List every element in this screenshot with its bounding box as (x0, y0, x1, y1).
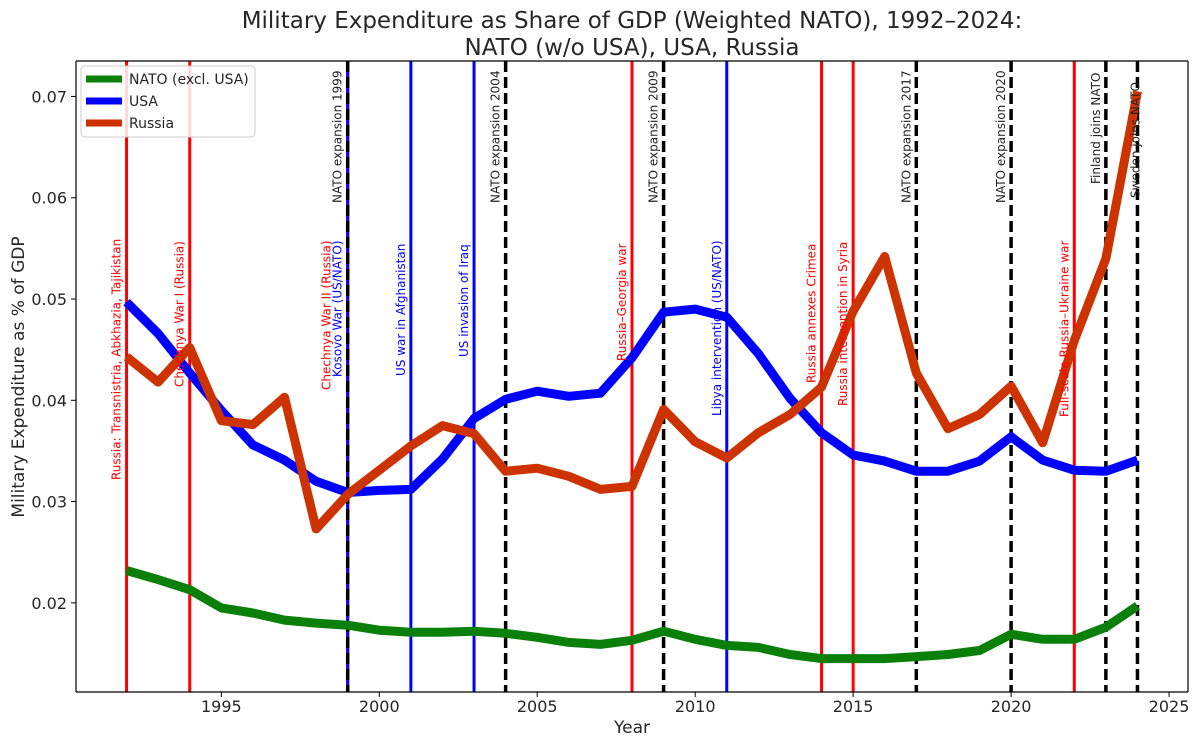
event-label-kosovo-war-us-nato: Kosovo War (US/NATO) (331, 241, 345, 378)
event-label-russia-intervention-in-syria: Russia intervention in Syria (836, 242, 850, 406)
event-label-nato-expansion-2004: NATO expansion 2004 (489, 70, 503, 203)
legend-box (80, 65, 256, 138)
ticks-layer: 1995 2000 2005 2010 2015 2020 2025 0.02 0.03 0.04… (31, 87, 1189, 716)
series-line-usa (123, 298, 1139, 497)
chart-title-line2: NATO (w/o USA), USA, Russia (465, 35, 800, 61)
event-labels-layer: Russia: Transnistria, Abkhazia, Tajikist… (110, 70, 1143, 480)
x-tick-label-2005: 2005 (517, 697, 558, 716)
y-axis-label: Military Expenditure as % of GDP (9, 236, 29, 517)
series-layer (123, 90, 1142, 664)
event-label-us-invasion-of-iraq: US invasion of Iraq (457, 244, 471, 357)
chart-title-line1: Military Expenditure as Share of GDP (We… (242, 8, 1023, 34)
axes-layer (75, 60, 1189, 693)
legend-label-usa: USA (129, 94, 158, 110)
legend-label-nato: NATO (excl. USA) (129, 72, 249, 88)
event-label-chechnya-war-i-russia: Chechnya War I (Russia) (173, 241, 187, 387)
x-tick-label-2010: 2010 (675, 697, 716, 716)
x-tick-label-2020: 2020 (991, 697, 1032, 716)
event-label-nato-expansion-2017: NATO expansion 2017 (899, 70, 913, 203)
legend-label-russia: Russia (129, 116, 174, 132)
x-tick-label-2025: 2025 (1149, 697, 1190, 716)
y-tick-label-5: 0.07 (31, 87, 67, 106)
y-tick-label-3: 0.05 (31, 290, 67, 309)
event-label-nato-expansion-2020: NATO expansion 2020 (994, 70, 1008, 203)
event-label-nato-expansion-2009: NATO expansion 2009 (647, 70, 661, 203)
event-label-russia-transnistria-abkhazia-tajikistan: Russia: Transnistria, Abkhazia, Tajikist… (110, 239, 124, 480)
x-tick-label-2000: 2000 (359, 697, 400, 716)
series-line-nato-excl-usa (125, 566, 1141, 664)
x-axis-label: Year (613, 718, 650, 738)
x-tick-label-2015: 2015 (833, 697, 874, 716)
event-lines-layer (125, 61, 1140, 692)
y-tick-label-4: 0.06 (31, 189, 67, 208)
event-label-us-war-in-afghanistan: US war in Afghanistan (394, 244, 408, 376)
event-label-russia-annexes-crimea: Russia annexes Crimea (805, 244, 819, 383)
event-label-chechnya-war-ii-russia: Chechnya War II (Russia) (320, 241, 334, 391)
event-label-sweden-joins-nato: Sweden joins NATO (1129, 82, 1143, 198)
x-tick-label-1995: 1995 (201, 697, 242, 716)
event-label-russia-georgia-war: Russia–Georgia war (615, 243, 629, 361)
y-tick-label-0: 0.02 (31, 594, 67, 613)
event-label-libya-intervention-us-nato: Libya intervention (US/NATO) (710, 240, 724, 416)
y-tick-label-2: 0.04 (31, 391, 67, 410)
y-tick-label-1: 0.03 (31, 493, 67, 512)
event-label-finland-joins-nato: Finland joins NATO (1089, 73, 1103, 184)
legend: NATO (excl. USA) USA Russia (80, 65, 256, 138)
event-label-nato-expansion-1999: NATO expansion 1999 (331, 70, 345, 203)
series-line-russia (123, 90, 1142, 534)
event-label-full-scale-russia-ukraine-war: Full-scale Russia–Ukraine war (1057, 240, 1071, 417)
